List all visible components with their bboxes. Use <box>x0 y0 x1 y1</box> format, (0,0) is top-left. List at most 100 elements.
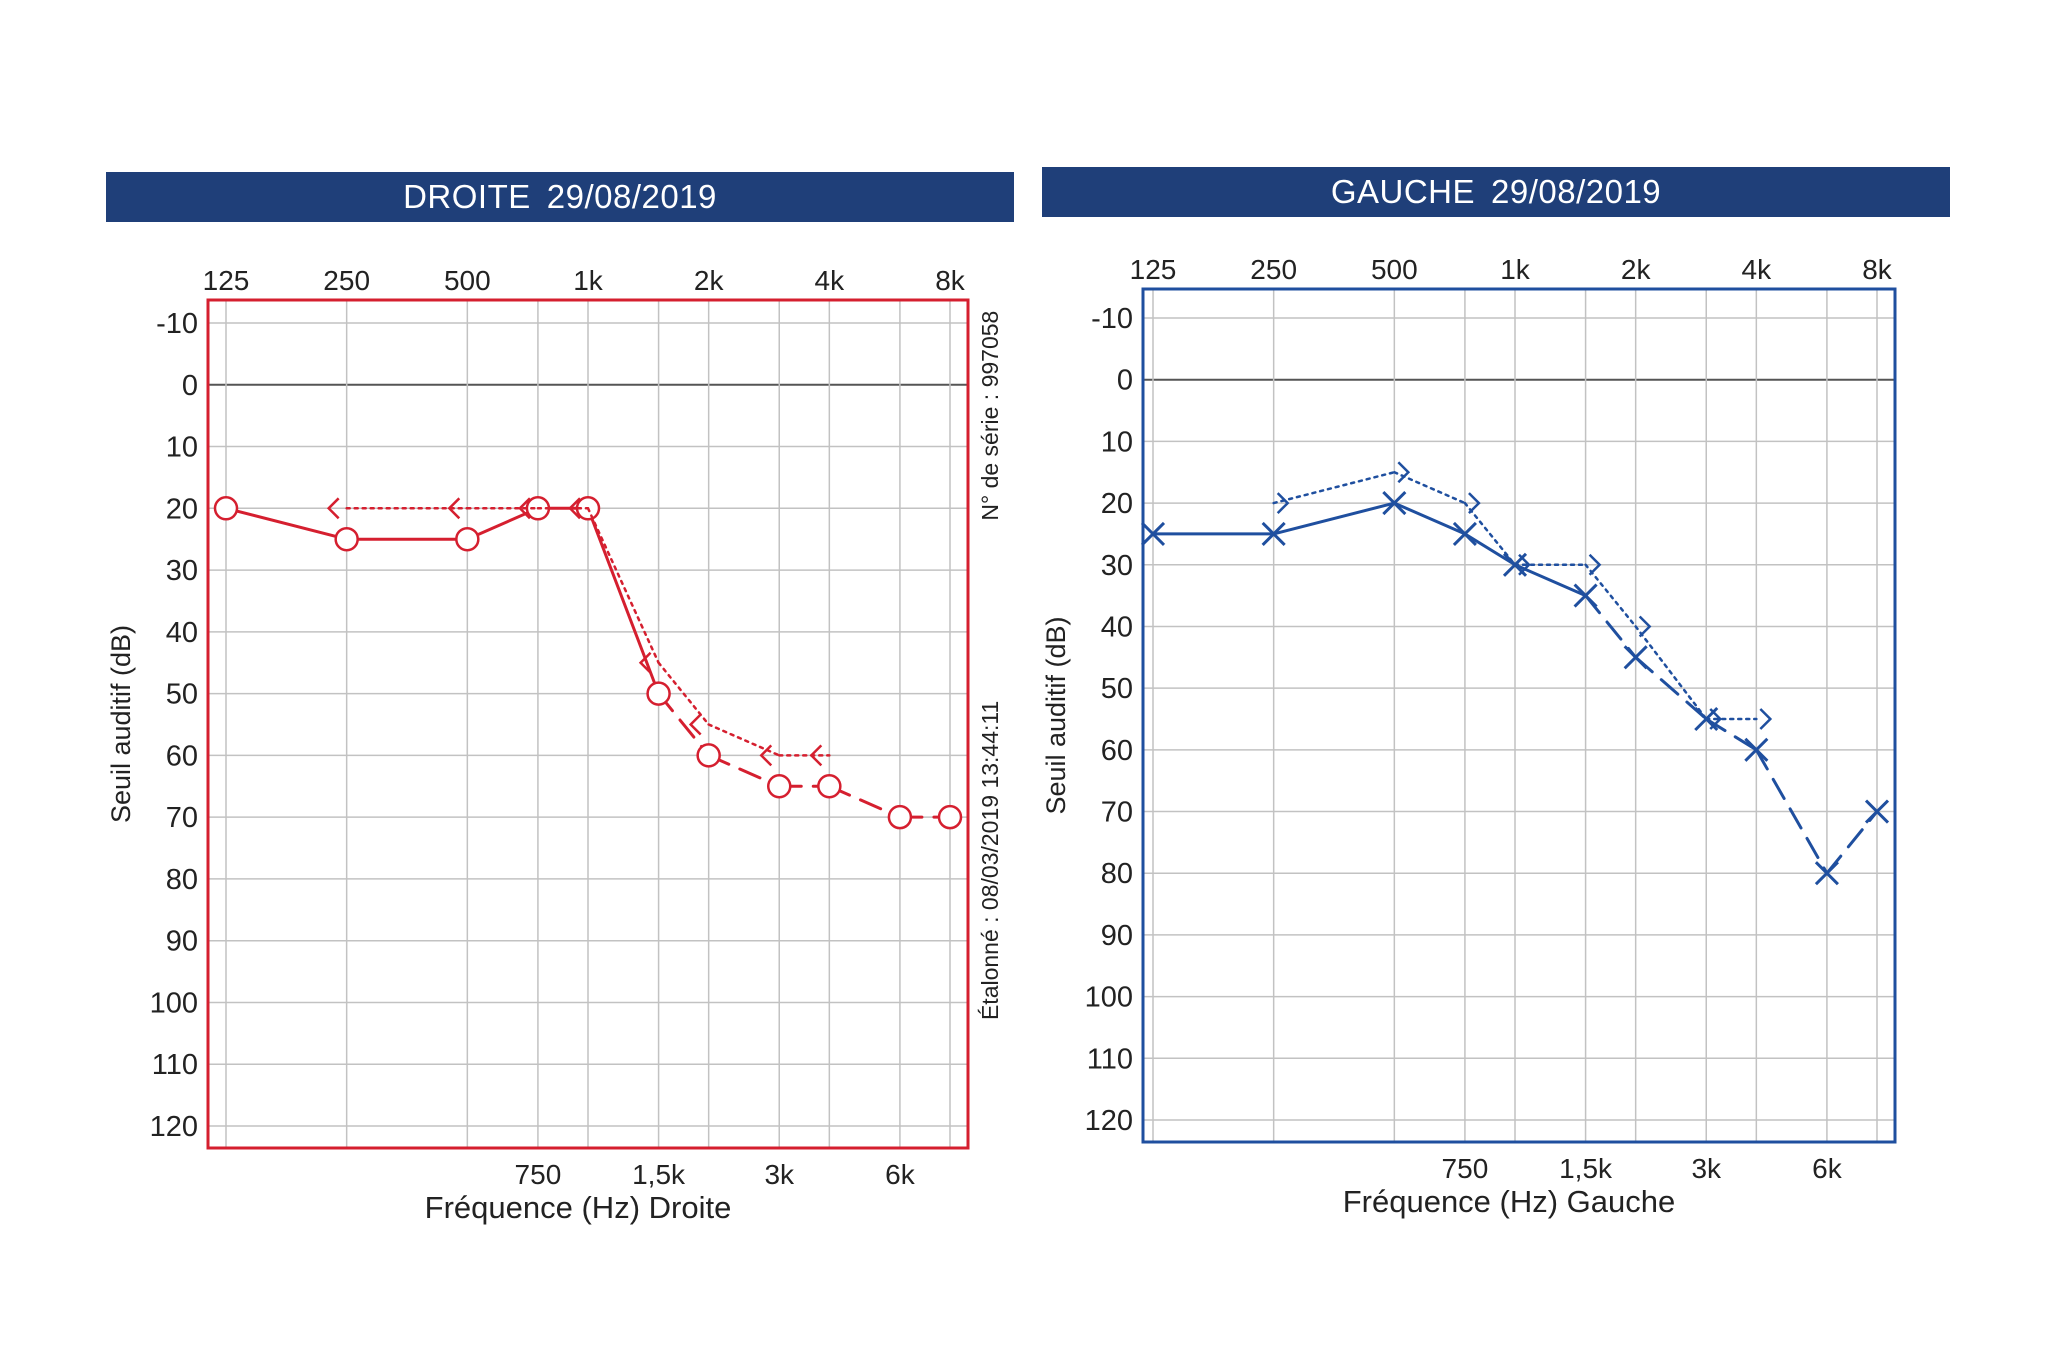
x-tick-label-top: 125 <box>1130 254 1177 285</box>
left-ear-header: GAUCHE 29/08/2019 <box>1042 167 1950 217</box>
left-ear-date: 29/08/2019 <box>1491 173 1662 210</box>
x-tick-label-top: 8k <box>1862 254 1893 285</box>
series-segment <box>1513 563 1588 598</box>
x-axis-label: Fréquence (Hz) Droite <box>425 1190 732 1225</box>
data-point-cross <box>1573 583 1598 608</box>
series-bracket-left <box>326 497 831 767</box>
series-segment <box>586 507 660 664</box>
plot-frame <box>1141 287 1897 1144</box>
y-tick-label: 80 <box>1101 858 1133 890</box>
y-tick-label: 0 <box>182 370 198 402</box>
series-segment <box>1754 748 1829 875</box>
data-point-circle <box>937 804 963 830</box>
data-point-bracket-left <box>447 497 461 520</box>
series-segment <box>1463 532 1517 567</box>
data-point-cross <box>1864 799 1890 824</box>
x-tick-label-top: 250 <box>1250 254 1297 285</box>
y-tick-label: 100 <box>1085 982 1133 1014</box>
y-tick-label: 110 <box>1087 1043 1133 1075</box>
series-segment <box>1393 470 1467 505</box>
series-segment <box>1463 501 1517 567</box>
data-point-bracket-left <box>688 713 702 736</box>
data-point-bracket-right <box>1397 461 1411 484</box>
series-segment <box>657 692 711 757</box>
series-segment <box>224 506 349 541</box>
x-tick-label-top: 500 <box>444 265 491 296</box>
plot-frame <box>206 298 970 1150</box>
data-point-bracket-right <box>1759 708 1773 730</box>
y-tick-label: 50 <box>1101 673 1133 705</box>
x-tick-label-top: 125 <box>203 265 250 296</box>
y-tick-label: 30 <box>1101 550 1133 582</box>
series-segment <box>586 506 661 696</box>
data-point-bracket-left <box>568 497 581 520</box>
y-tick-label: 0 <box>1117 365 1133 397</box>
y-tick-label: 60 <box>166 740 198 772</box>
data-point-circle <box>696 743 721 768</box>
x-tick-label-bottom: 750 <box>515 1159 562 1190</box>
grid <box>208 300 968 1148</box>
y-tick-label: 80 <box>166 864 198 896</box>
y-tick-label: 120 <box>150 1111 198 1143</box>
grid <box>1143 289 1895 1142</box>
right-ear-audiogram: 125 250 500 1k 2k 4k 8k 750 1,5k 3k 6k -10 0 10 20 30 40… <box>106 265 1003 1225</box>
right-ear-date: 29/08/2019 <box>546 178 717 215</box>
x-tick-label-bottom: 6k <box>885 1159 916 1190</box>
series-segment <box>827 784 902 819</box>
data-point-cross <box>1744 737 1769 762</box>
y-tick-label: 120 <box>1085 1105 1133 1137</box>
series-segment <box>1634 655 1708 721</box>
data-point-circle <box>646 681 671 706</box>
y-tick-label: -10 <box>156 308 198 340</box>
data-point-bracket-left <box>518 497 531 520</box>
series-segment <box>707 753 781 788</box>
data-point-circle <box>455 526 480 552</box>
data-point-circle <box>213 496 239 521</box>
x-tick-label-top: 250 <box>323 265 370 296</box>
x-tick-label-bottom: 3k <box>1691 1153 1722 1184</box>
data-point-circle <box>334 526 359 552</box>
data-point-bracket-left <box>759 744 773 767</box>
y-tick-label: 20 <box>1101 488 1133 520</box>
x-tick-label-top: 2k <box>1621 254 1652 285</box>
calibration-note: Étalonné : 08/03/2019 13:44:11 <box>977 701 1003 1020</box>
data-point-circle <box>887 804 913 830</box>
y-tick-label: 90 <box>1101 920 1133 952</box>
data-point-cross <box>1452 521 1477 546</box>
x-tick-label-top: 1k <box>573 265 604 296</box>
data-point-bracket-right <box>1468 492 1481 514</box>
series-bracket-right <box>1272 461 1773 730</box>
x-tick-label-bottom: 6k <box>1812 1153 1843 1184</box>
x-tick-label-top: 2k <box>694 265 725 296</box>
y-tick-label: 50 <box>166 679 198 711</box>
data-point-cross <box>1814 861 1839 886</box>
left-ear-title: GAUCHE <box>1330 173 1475 210</box>
series-segment <box>1272 501 1396 536</box>
data-point-cross <box>1623 645 1648 670</box>
x-axis-label: Fréquence (Hz) Gauche <box>1343 1184 1676 1219</box>
data-point-bracket-right <box>1709 708 1723 730</box>
y-tick-label: 100 <box>150 987 198 1019</box>
y-tick-label: 20 <box>166 493 198 525</box>
y-tick-label: 110 <box>152 1049 198 1081</box>
data-point-bracket-right <box>1638 615 1652 638</box>
right-ear-title: DROITE <box>403 178 531 215</box>
x-tick-label-top: 4k <box>1742 254 1773 285</box>
y-tick-label: 90 <box>166 926 198 958</box>
right-ear-header: DROITE 29/08/2019 <box>106 172 1014 222</box>
x-tick-label-top: 500 <box>1371 254 1418 285</box>
data-point-circle <box>767 774 792 799</box>
data-point-cross <box>1140 521 1166 546</box>
data-point-bracket-left <box>638 651 652 674</box>
x-tick-label-top: 4k <box>815 265 846 296</box>
y-tick-label: 40 <box>1101 611 1133 643</box>
data-point-cross <box>1261 521 1286 546</box>
x-tick-label-bottom: 750 <box>1442 1153 1489 1184</box>
y-axis-label: Seuil auditif (dB) <box>106 625 136 823</box>
series-segment <box>1634 625 1708 721</box>
series-segment <box>1584 563 1637 628</box>
y-axis-label: Seuil auditif (dB) <box>1041 616 1071 814</box>
data-point-bracket-left <box>326 497 340 520</box>
y-tick-label: -10 <box>1091 303 1133 335</box>
data-point-bracket-right <box>1276 492 1290 514</box>
